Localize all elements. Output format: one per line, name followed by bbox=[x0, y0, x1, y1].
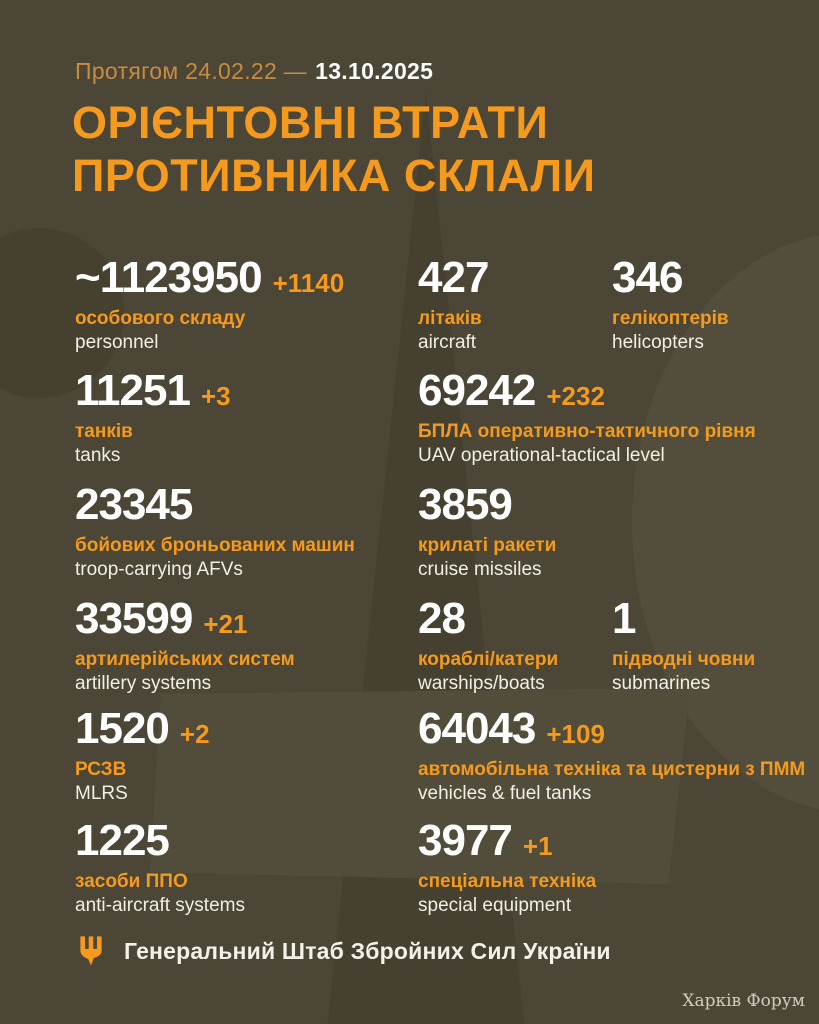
stat-helicopters: 346 гелікоптерів helicopters bbox=[612, 256, 729, 355]
stat-label-uk: бойових броньованих машин bbox=[75, 535, 355, 556]
stat-value: 1225 bbox=[75, 816, 170, 865]
stat-label-uk: артилерійських систем bbox=[75, 649, 295, 670]
stat-uav: 69242 +232 БПЛА оперативно-тактичного рі… bbox=[418, 369, 756, 468]
stat-value: ~1123950 bbox=[75, 253, 263, 302]
stat-tanks: 11251 +3 танків tanks bbox=[75, 369, 231, 468]
watermark: Харків Форум bbox=[682, 991, 805, 1011]
stat-delta: +3 bbox=[200, 381, 231, 411]
stat-value: 1520 bbox=[75, 704, 170, 753]
tryzub-icon bbox=[80, 936, 102, 966]
date-range: Протягом 24.02.22 — 13.10.2025 bbox=[75, 58, 433, 85]
stat-delta: +2 bbox=[179, 719, 210, 749]
stat-anti-aircraft: 1225 засоби ППО anti-aircraft systems bbox=[75, 819, 245, 918]
stat-submarines: 1 підводні човни submarines bbox=[612, 597, 755, 696]
stat-label-uk: РСЗВ bbox=[75, 759, 127, 780]
stat-aircraft: 427 літаків aircraft bbox=[418, 253, 489, 355]
stat-delta: +21 bbox=[203, 609, 248, 639]
stat-label-uk: спеціальна техніка bbox=[418, 871, 597, 892]
stat-label-uk: засоби ППО bbox=[75, 871, 188, 892]
stat-value: 1 bbox=[612, 594, 637, 643]
stat-label-en: UAV operational-tactical level bbox=[418, 444, 665, 466]
stat-personnel: ~1123950 +1140 особового складу personne… bbox=[75, 256, 344, 355]
stat-label-en: warships/boats bbox=[418, 672, 545, 694]
stat-value: 346 bbox=[612, 253, 683, 302]
stat-delta: +232 bbox=[546, 381, 605, 411]
stat-value: 3859 bbox=[418, 480, 513, 529]
date-range-end: 13.10.2025 bbox=[315, 58, 434, 84]
stat-label-uk: гелікоптерів bbox=[612, 308, 729, 329]
stat-label-en: vehicles & fuel tanks bbox=[418, 782, 592, 804]
stat-delta: +109 bbox=[546, 719, 605, 749]
stat-label-en: aircraft bbox=[418, 331, 477, 353]
stat-label-en: personnel bbox=[75, 331, 159, 353]
stat-cruise-missiles: 3859 крилаті ракети cruise missiles bbox=[418, 483, 556, 582]
stat-label-uk: БПЛА оперативно-тактичного рівня bbox=[418, 421, 756, 442]
stat-special-equipment: 3977 +1 спеціальна техніка special equip… bbox=[418, 819, 596, 918]
stat-label-en: artillery systems bbox=[75, 672, 212, 694]
stat-value: 427 bbox=[418, 253, 489, 302]
stat-mlrs: 1520 +2 РСЗВ MLRS bbox=[75, 707, 210, 806]
source-attribution: Генеральний Штаб Збройних Сил України bbox=[78, 934, 611, 968]
stat-value: 33599 bbox=[75, 594, 193, 643]
stat-afvs: 23345 бойових броньованих машин troop-ca… bbox=[75, 483, 355, 582]
stat-delta: +1140 bbox=[272, 268, 345, 298]
stat-label-en: helicopters bbox=[612, 331, 704, 353]
stat-label-en: troop-carrying AFVs bbox=[75, 558, 243, 580]
stat-value: 64043 bbox=[418, 704, 536, 753]
date-range-period: Протягом 24.02.22 — bbox=[75, 58, 308, 84]
stat-label-uk: підводні човни bbox=[612, 649, 756, 670]
stat-label-en: tanks bbox=[75, 444, 121, 466]
stat-label-en: MLRS bbox=[75, 782, 128, 804]
stat-artillery: 33599 +21 артилерійських систем artiller… bbox=[75, 597, 295, 696]
source-text: Генеральний Штаб Збройних Сил України bbox=[124, 937, 611, 964]
stat-label-en: cruise missiles bbox=[418, 558, 542, 580]
stat-value: 69242 bbox=[418, 366, 536, 415]
stat-label-uk: кораблі/катери bbox=[418, 649, 559, 670]
stat-value: 28 bbox=[418, 594, 466, 643]
stat-label-en: special equipment bbox=[418, 894, 572, 916]
stat-warships: 28 кораблі/катери warships/boats bbox=[418, 597, 558, 696]
page-title-line2: ПРОТИВНИКА СКЛАЛИ bbox=[72, 150, 596, 202]
page-title-line1: ОРІЄНТОВНІ ВТРАТИ bbox=[72, 97, 549, 148]
stat-vehicles: 64043 +109 автомобільна техніка та цисте… bbox=[418, 707, 805, 806]
stat-label-uk: танків bbox=[75, 421, 133, 442]
stat-value: 23345 bbox=[75, 480, 193, 529]
stat-delta: +1 bbox=[522, 831, 553, 861]
stat-label-uk: літаків bbox=[418, 308, 482, 329]
stat-label-en: submarines bbox=[612, 672, 711, 694]
stat-label-en: anti-aircraft systems bbox=[75, 894, 245, 916]
page-title: ОРІЄНТОВНІ ВТРАТИ ПРОТИВНИКА СКЛАЛИ bbox=[72, 96, 595, 202]
stat-value: 11251 bbox=[75, 366, 191, 415]
stat-label-uk: крилаті ракети bbox=[418, 535, 557, 556]
stat-label-uk: автомобільна техніка та цистерни з ПММ bbox=[418, 759, 806, 780]
stat-value: 3977 bbox=[418, 816, 513, 865]
stat-label-uk: особового складу bbox=[75, 308, 246, 329]
